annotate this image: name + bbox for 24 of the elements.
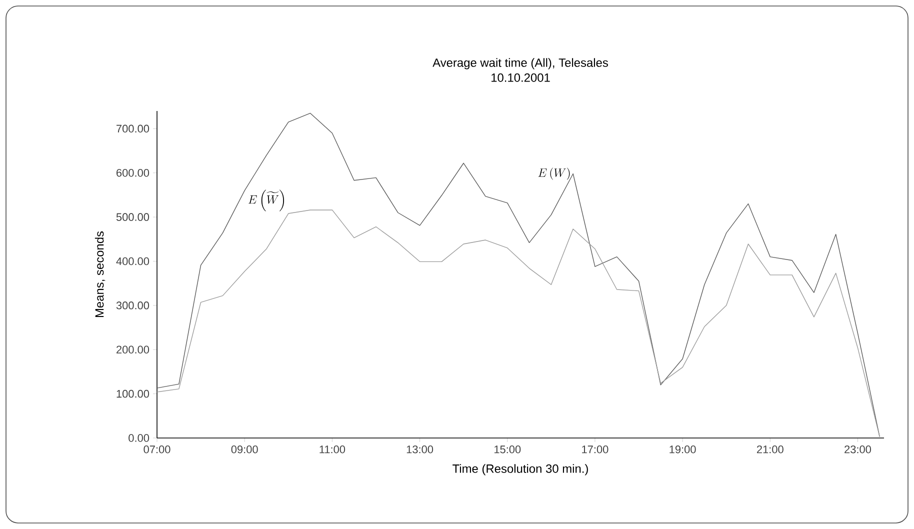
chart-title: Average wait time (All), Telesales <box>432 58 608 70</box>
y-tick-label: 700.00 <box>116 124 150 133</box>
series-label: $E\left(\widetilde{W}\right)$ <box>248 190 284 212</box>
y-tick-label: 500.00 <box>116 213 150 221</box>
x-tick-label: 19:00 <box>670 446 696 454</box>
chart-subtitle: 10.10.2001 <box>492 73 550 82</box>
y-tick-label: 100.00 <box>116 390 150 398</box>
y-tick-label: 600.00 <box>116 168 150 177</box>
series-label: $E\left(W\right)$ <box>538 168 570 180</box>
x-tick-label: 11:00 <box>320 446 346 454</box>
y-axis-title: Means, seconds <box>94 231 106 318</box>
x-tick-label: 17:00 <box>582 446 608 454</box>
x-tick-label: 23:00 <box>844 446 872 454</box>
y-tick-label: 200.00 <box>116 346 150 354</box>
line-series <box>156 210 880 438</box>
x-tick-label: 07:00 <box>144 446 170 454</box>
y-tick-label: 300.00 <box>116 302 150 310</box>
x-tick-label: 13:00 <box>406 446 434 454</box>
x-tick-label: 15:00 <box>494 446 521 454</box>
x-tick-label: 09:00 <box>231 446 258 454</box>
y-tick-label: 400.00 <box>116 257 150 266</box>
x-tick-label: 21:00 <box>756 446 784 454</box>
x-axis-title: Time (Resolution 30 min.) <box>452 464 588 476</box>
y-tick-label: 0.00 <box>128 434 150 442</box>
